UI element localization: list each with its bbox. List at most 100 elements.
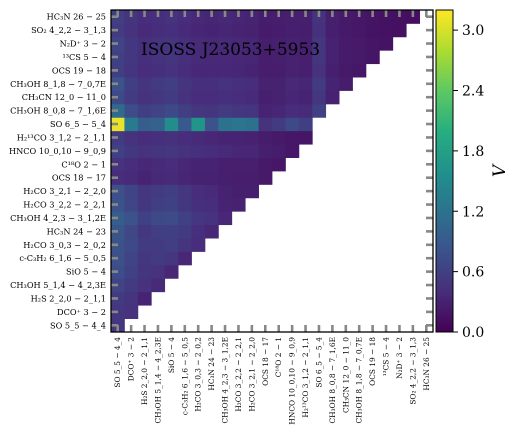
heatmap-cell: [137, 36, 152, 51]
plot-frame: [110, 9, 434, 333]
heatmap-cell: [164, 90, 179, 105]
heatmap-cell: [191, 144, 206, 158]
heatmap-cell: [124, 90, 139, 105]
x-tick-label: SO 6_5 − 5_4: [314, 337, 323, 388]
heatmap-cell: [258, 36, 273, 51]
heatmap-cell: [218, 23, 233, 38]
heatmap-cell: [178, 144, 192, 158]
heatmap-cell: [298, 130, 313, 145]
heatmap-cell: [312, 23, 327, 38]
heatmap-cell: [151, 36, 166, 51]
heatmap-cell: [204, 50, 219, 65]
heatmap-cell: [178, 251, 192, 266]
heatmap-cell: [191, 103, 206, 118]
heatmap-cell: [339, 36, 353, 51]
heatmap-cell: [365, 50, 380, 65]
heatmap-cell: [218, 90, 233, 105]
y-tick-label: CH₃OH 4_2,3 − 3_1,2E: [10, 213, 106, 223]
heatmap-cell: [164, 50, 179, 65]
heatmap-cell: [137, 90, 152, 105]
heatmap-cell: [151, 63, 166, 78]
heatmap-cell: [325, 36, 340, 51]
heatmap-cell: [137, 224, 152, 239]
heatmap-cell: [245, 23, 259, 38]
heatmap-cell: [204, 184, 219, 199]
heatmap-cell: [218, 117, 233, 132]
x-tick-label: OCS 18 − 17: [261, 337, 270, 386]
heatmap-cell: [218, 197, 233, 212]
heatmap-cell: [218, 211, 233, 226]
heatmap-cell: [164, 157, 179, 172]
heatmap-cell: [191, 211, 206, 226]
colorbar-tick-label: 0.0: [462, 325, 484, 341]
chart-title: ISOSS J23053+5953: [141, 40, 320, 60]
heatmap-cell: [164, 77, 179, 91]
heatmap-cell: [151, 144, 166, 158]
heatmap-cell: [178, 63, 192, 78]
heatmap-cell: [231, 184, 246, 199]
heatmap-cell: [164, 103, 179, 118]
heatmap-cell: [151, 117, 166, 132]
heatmap-cell: [151, 77, 166, 91]
heatmap-cell: [137, 264, 152, 279]
heatmap-cell: [285, 23, 300, 38]
heatmap-cells: [111, 10, 420, 333]
x-tick-label: DCO⁺ 3 − 2: [127, 337, 136, 381]
x-tick-label: c-C₃H₂ 6_1,6 − 5_0,5: [180, 337, 189, 416]
y-tick-label: H₂CO 3_2,2 − 2_2,1: [23, 200, 106, 210]
heatmap-cell: [137, 23, 152, 38]
colorbar-label: V: [490, 163, 510, 177]
heatmap-cell: [178, 77, 192, 91]
heatmap-cell: [164, 251, 179, 266]
heatmap-cell: [124, 224, 139, 239]
heatmap-cell: [164, 63, 179, 78]
heatmap-cell: [312, 77, 327, 91]
colorbar: [435, 9, 454, 333]
heatmap-cell: [178, 50, 192, 65]
heatmap-cell: [272, 77, 286, 91]
heatmap-cell: [204, 224, 219, 239]
y-tick-label: C¹⁸O 2 − 1: [61, 159, 106, 169]
heatmap-cell: [285, 63, 300, 78]
x-tick-label: H₂S 2_2,0 − 2_1,1: [140, 337, 149, 405]
x-tick-label: HC₃N 26 − 25: [422, 337, 431, 391]
heatmap-cell: [151, 238, 166, 252]
heatmap-cell: [137, 103, 152, 118]
x-tick-label: SO 5_5 − 4_4: [113, 337, 122, 388]
heatmap-cell: [178, 103, 192, 118]
heatmap-cell: [325, 63, 340, 78]
x-tick-label: SiO 5 − 4: [167, 337, 176, 373]
x-tick-label: HNCO 10_0,10 − 9_0,9: [288, 337, 297, 425]
heatmap-cell: [191, 63, 206, 78]
heatmap-cell: [178, 224, 192, 239]
heatmap-cell: [164, 211, 179, 226]
x-tick-label: C¹⁸O 2 − 1: [274, 337, 283, 377]
y-tick-label: OCS 19 − 18: [52, 65, 106, 75]
heatmap-cell: [258, 50, 273, 65]
heatmap-cell: [285, 36, 300, 51]
heatmap-cell: [124, 184, 139, 199]
heatmap-cell: [178, 238, 192, 252]
heatmap-cell: [245, 50, 259, 65]
heatmap-cell: [365, 36, 380, 51]
heatmap-cell: [204, 63, 219, 78]
y-tick-label: SO 5_5 − 4_4: [50, 320, 106, 330]
x-tick-label: H₂CO 3_2,1 − 2_2,0: [247, 337, 256, 412]
heatmap-cell: [137, 171, 152, 185]
y-tick-label: HNCO 10_0,10 − 9_0,9: [9, 146, 106, 156]
heatmap-cell: [124, 305, 139, 319]
heatmap-cell: [191, 50, 206, 65]
heatmap-cell: [151, 90, 166, 105]
heatmap-cell: [272, 50, 286, 65]
heatmap-cell: [124, 117, 139, 132]
colorbar-tick-label: 0.6: [462, 265, 484, 281]
heatmap-cell: [191, 117, 206, 132]
heatmap-cell: [137, 251, 152, 266]
heatmap-cell: [164, 171, 179, 185]
heatmap-cell: [218, 171, 233, 185]
heatmap-cell: [151, 184, 166, 199]
heatmap-cell: [204, 130, 219, 145]
heatmap-cell: [365, 23, 380, 38]
heatmap-cell: [124, 36, 139, 51]
